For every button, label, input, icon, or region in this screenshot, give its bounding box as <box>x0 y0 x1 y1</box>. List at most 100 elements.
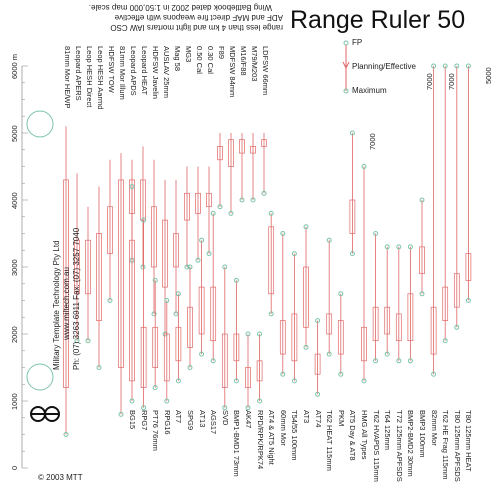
weapon-bar-top <box>195 166 201 263</box>
weapon-bar-bottom <box>453 63 460 330</box>
weapon-bar-bottom <box>279 231 286 377</box>
weapon-label-bottom: RPD/RPK/RPK74 <box>255 410 265 470</box>
weapon-label-top: AUSLAV 25mm <box>162 46 171 98</box>
weapon-bar-bottom <box>430 63 437 377</box>
weapon-bar-bottom <box>198 237 205 357</box>
weapon-bar-top <box>228 133 234 216</box>
weapon-label-top: M16/F88 <box>239 46 248 76</box>
weapon-bar-top <box>206 166 212 257</box>
weapon-label-top: HDFSW TOW <box>107 46 116 93</box>
weapon-bar-bottom <box>210 210 217 364</box>
weapon-label-bottom: RPG16 <box>162 410 172 435</box>
weapon-label-top: Leop HESH Direct <box>85 46 94 108</box>
weapon-bar-bottom <box>442 63 449 344</box>
weapon-label-top: HDFSW Javelin <box>151 46 160 99</box>
note-line-3: Wing Battlebook dated 2002 in 1:50,000 m… <box>88 3 272 12</box>
weapon-bar-bottom <box>245 331 251 411</box>
weapon-bar-top <box>107 159 113 303</box>
weapon-bar-top <box>96 186 102 370</box>
weapon-bar-top <box>74 173 80 344</box>
max-range-label: 7000 <box>447 73 456 90</box>
weapon-bar-bottom <box>314 318 321 397</box>
weapon-label-bottom: RPG7 <box>139 410 149 431</box>
weapon-bar-bottom <box>361 164 367 384</box>
weapon-bar-bottom <box>140 217 147 411</box>
scale-label: 3000 <box>10 259 19 276</box>
weapon-label-top: Leop HESH Aarmd <box>96 46 105 110</box>
scale-label: 2000 <box>10 326 19 343</box>
weapon-bar-top <box>250 133 256 203</box>
weapon-label-bottom: AT5 Day & AT8 <box>348 410 358 461</box>
weapon-label-bottom: T62 HEAT 115mm <box>325 410 335 471</box>
weapon-bar-bottom <box>256 331 263 404</box>
weapon-label-bottom: SPG9 <box>186 410 195 431</box>
weapon-label-bottom: AT74 <box>313 410 323 428</box>
weapon-range-bars <box>63 63 472 437</box>
weapon-label-bottom: BMP2-BMD2 30mm <box>406 410 416 477</box>
scale-label: 5000 <box>10 125 19 142</box>
legend-markers <box>342 40 350 94</box>
weapon-label-bottom: 60mm Mor <box>278 410 288 446</box>
weapon-label-bottom: AGS17 <box>209 410 219 435</box>
page-title: Range Ruler 50 <box>290 6 466 34</box>
weapon-bar-bottom <box>152 277 159 391</box>
scale-label: 0 <box>10 466 19 471</box>
mtt-logo-icon <box>30 406 60 422</box>
legend-fp: FP <box>352 38 363 47</box>
weapon-bar-top <box>151 159 157 317</box>
max-range-label: 7000 <box>368 133 377 150</box>
weapon-bar-bottom <box>419 197 425 297</box>
max-range-label: 7000 <box>425 73 434 90</box>
weapon-label-top: 0.50 Cal <box>195 46 204 74</box>
weapon-bar-bottom <box>407 244 414 364</box>
note-line-1: range less than 4 km and light mortars I… <box>110 23 283 32</box>
weapon-bar-bottom <box>465 63 472 303</box>
weapon-bar-bottom <box>326 237 333 357</box>
weapon-label-top: MDFSW 84mm <box>228 46 237 98</box>
weapon-label-bottom: SVD <box>220 410 230 426</box>
company-name: Military Template Technology Pty Ltd <box>52 240 61 370</box>
weapon-bar-bottom <box>395 244 402 364</box>
weapon-bar-bottom <box>221 264 228 411</box>
weapon-bar-top <box>239 133 245 203</box>
weapon-bar-bottom <box>187 264 193 370</box>
company-phone: Ph: (07) 3263 6911 Fax: (07) 3257 7040 <box>72 227 81 370</box>
max-range-label: 5000 <box>484 67 493 84</box>
weapon-bar-bottom <box>268 210 275 317</box>
weapon-label-top: 81mm Mor Illum <box>118 46 127 100</box>
weapon-bar-bottom <box>384 244 391 357</box>
weapon-bar-bottom <box>337 291 344 377</box>
legend-maximum: Maximum <box>352 86 387 95</box>
weapon-label-top: LDFSW 66mm <box>261 46 270 96</box>
scale-label: 4000 <box>10 192 19 209</box>
weapon-label-top: Mag 58 <box>173 46 182 72</box>
weapon-bar-bottom <box>303 224 309 350</box>
weapon-label-bottom: AT7 <box>174 410 184 424</box>
weapon-bar-bottom <box>233 277 240 384</box>
copyright: © 2003 MTT <box>38 473 83 482</box>
weapon-label-bottom: AT13 <box>197 410 207 428</box>
weapon-label-top: Leopard APERS <box>74 46 83 101</box>
scale-axis <box>21 65 28 469</box>
weapon-label-top: MG3 <box>184 46 193 63</box>
weapon-bar-bottom <box>129 184 135 404</box>
scale-label: 6000 m <box>10 54 19 80</box>
weapon-label-bottom: PT76 76mm <box>151 410 161 451</box>
weapon-bar-top <box>118 153 124 417</box>
weapon-label-bottom: T62 HVAPDS 115mm <box>371 410 381 482</box>
weapon-bar-top <box>217 133 223 210</box>
weapon-bar-bottom <box>163 298 170 404</box>
weapon-label-top: 0.30 Cal <box>206 46 215 74</box>
weapon-label-bottom: BMP1-BMD1 73mm <box>232 410 242 477</box>
weapon-label-bottom: T62 HE Frag 115mm <box>441 410 451 480</box>
weapon-label-bottom: T80 125mm HEAT <box>464 410 474 472</box>
weapon-bar-bottom <box>175 291 182 384</box>
weapon-label-bottom: PKM <box>336 410 346 427</box>
weapon-label-top: M79/M203 <box>250 46 259 82</box>
weapon-bar-bottom <box>291 251 298 384</box>
range-circle-top <box>26 110 54 138</box>
range-circle-bottom <box>26 363 54 391</box>
weapon-label-bottom: 82mm Mor <box>429 410 439 446</box>
legend-planning: Planning/Effective <box>352 62 416 71</box>
